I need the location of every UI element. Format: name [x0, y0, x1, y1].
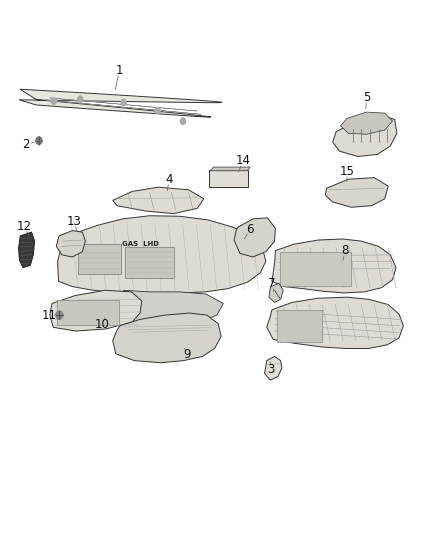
- FancyBboxPatch shape: [125, 247, 174, 278]
- Polygon shape: [58, 216, 266, 293]
- Polygon shape: [118, 290, 223, 327]
- Polygon shape: [267, 297, 403, 349]
- Polygon shape: [340, 112, 392, 134]
- Text: GAS  LHD: GAS LHD: [121, 241, 159, 247]
- Circle shape: [56, 311, 63, 319]
- Text: 5: 5: [363, 91, 370, 104]
- Polygon shape: [325, 177, 388, 207]
- Polygon shape: [234, 218, 276, 257]
- Polygon shape: [272, 239, 396, 293]
- Text: 1: 1: [116, 64, 123, 77]
- Text: 9: 9: [184, 348, 191, 361]
- Text: 8: 8: [341, 244, 349, 257]
- FancyBboxPatch shape: [277, 310, 322, 342]
- Text: 14: 14: [235, 154, 251, 167]
- Polygon shape: [265, 357, 282, 380]
- Circle shape: [155, 108, 160, 114]
- Circle shape: [51, 98, 57, 104]
- Text: 12: 12: [16, 220, 31, 233]
- Text: 6: 6: [247, 223, 254, 236]
- Text: 13: 13: [66, 215, 81, 228]
- Text: 15: 15: [339, 165, 354, 178]
- Polygon shape: [57, 231, 85, 257]
- Polygon shape: [269, 284, 283, 302]
- Polygon shape: [210, 167, 250, 171]
- Polygon shape: [113, 187, 204, 214]
- FancyBboxPatch shape: [78, 244, 121, 274]
- Circle shape: [78, 96, 83, 102]
- Text: 10: 10: [95, 318, 110, 331]
- Circle shape: [121, 99, 126, 106]
- Text: 3: 3: [267, 363, 275, 376]
- FancyBboxPatch shape: [57, 300, 119, 325]
- Circle shape: [180, 118, 186, 124]
- Polygon shape: [19, 89, 222, 117]
- Polygon shape: [18, 232, 35, 268]
- Polygon shape: [50, 290, 142, 331]
- Text: 7: 7: [268, 277, 276, 290]
- Text: 11: 11: [42, 309, 57, 321]
- Text: 2: 2: [22, 139, 30, 151]
- FancyBboxPatch shape: [209, 169, 248, 187]
- Circle shape: [36, 137, 42, 144]
- Polygon shape: [333, 116, 397, 157]
- Text: 4: 4: [166, 173, 173, 185]
- FancyBboxPatch shape: [280, 252, 351, 286]
- Polygon shape: [113, 313, 221, 363]
